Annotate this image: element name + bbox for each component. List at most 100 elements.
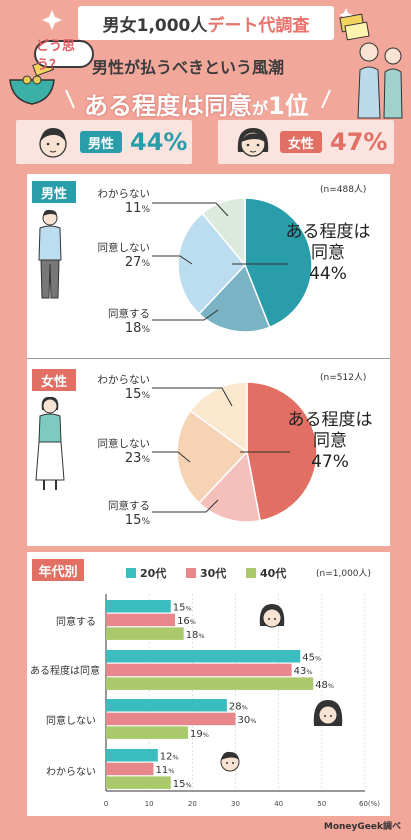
bar	[106, 600, 171, 613]
title-accent: デート代調査	[207, 15, 310, 36]
leader-line	[152, 255, 193, 265]
leader-line	[152, 451, 191, 463]
male-pie-slice	[177, 212, 246, 315]
value: 15	[124, 513, 142, 528]
bar	[106, 613, 176, 627]
pie-leader-lines	[152, 202, 290, 513]
value: 27	[124, 255, 142, 270]
bar	[106, 749, 158, 762]
male-figure-illustration	[38, 209, 62, 299]
female-label-main: ある程度は 同意 47%	[287, 410, 373, 472]
value: 23	[124, 451, 142, 466]
female-pill: 女性	[280, 131, 323, 153]
label-text: 同意しない	[97, 438, 151, 450]
x-tick-label: 60(%)	[359, 800, 380, 808]
female-label-disagree: 同意しない 23%	[82, 436, 151, 466]
female-pie-slice	[189, 381, 248, 454]
female-percent: 47%	[330, 128, 388, 156]
value: 15	[124, 387, 142, 402]
legend-20s: 20代	[126, 565, 166, 581]
result-particle: が	[252, 99, 269, 118]
bar	[106, 776, 171, 789]
money-icon	[339, 13, 370, 41]
sparkle-icon	[42, 8, 353, 30]
male-pie-chart	[177, 197, 313, 333]
male-face-icon	[220, 751, 240, 772]
x-tick-label: 20	[188, 800, 197, 808]
x-tick-label: 50	[317, 800, 326, 808]
result-main: ある程度は同意	[84, 92, 252, 120]
male-pie-slice	[198, 263, 271, 333]
age-tag: 年代別	[32, 559, 84, 581]
leader-line	[152, 499, 219, 513]
bar-value-label: 11%	[155, 765, 174, 776]
header-illustration	[9, 8, 403, 119]
page-title: 男女1,000人 デート代調査	[78, 6, 334, 40]
male-pill: 男性	[80, 131, 123, 153]
x-tick-label: 0	[104, 800, 108, 808]
male-label-main: ある程度は 同意 44%	[285, 222, 371, 284]
male-label-agree: 同意する 18%	[82, 306, 150, 336]
legend-label: 30代	[200, 567, 227, 580]
legend-label: 20代	[140, 567, 167, 580]
legend-label: 40代	[260, 567, 287, 580]
leader-line	[152, 309, 219, 321]
male-percent: 44%	[130, 128, 188, 156]
bar	[106, 627, 184, 640]
legend-30s: 30代	[186, 565, 226, 581]
label-text: わからない	[97, 374, 151, 386]
label-text: わからない	[97, 188, 151, 200]
category-label: わからない	[46, 767, 96, 778]
female-label-agree: 同意する 15%	[82, 498, 150, 528]
x-tick-label: 30	[231, 800, 240, 808]
value: 18	[124, 321, 142, 336]
bar-value-label: 28%	[229, 702, 248, 713]
bar-value-label: 15%	[173, 603, 192, 614]
bar-value-label: 16%	[177, 616, 196, 627]
subtitle: 男性が払うべきという風潮	[92, 58, 285, 77]
value: 11	[124, 201, 142, 216]
bar-value-label: 18%	[186, 630, 205, 641]
male-face-icon	[39, 128, 67, 158]
male-label-unknown: わからない 11%	[82, 186, 151, 216]
bar	[106, 663, 292, 677]
female-pie-chart	[176, 381, 318, 523]
bar	[106, 726, 189, 739]
leader-line	[152, 202, 229, 217]
source-credit: MoneyGeek調べ	[323, 822, 401, 832]
female-pie-slice	[198, 450, 261, 523]
female-n: (n=512人)	[320, 373, 367, 383]
label-text: 同意しない	[97, 242, 151, 254]
bar	[106, 650, 301, 663]
male-tag: 男性	[32, 181, 76, 203]
panel-divider	[27, 358, 390, 359]
x-tick-label: 40	[274, 800, 283, 808]
female-face-icon	[237, 128, 269, 157]
male-pie-slice	[201, 197, 246, 268]
title-prefix: 男女1,000人	[102, 15, 208, 36]
value: 47	[311, 452, 333, 472]
bar-value-label: 43%	[294, 666, 313, 677]
male-summary: 男性 44%	[16, 120, 192, 164]
female-face-icon	[313, 700, 343, 726]
bar-marks: 15% 16% 18% 45% 43%48% 28% 30% 19% 12% 11% 15%	[106, 600, 334, 790]
result-rank: 1位	[268, 92, 309, 120]
female-tag: 女性	[32, 369, 76, 391]
label-text: 同意する	[108, 308, 150, 320]
bar-value-label: 19%	[190, 729, 209, 740]
bar-value-label: 15%	[173, 779, 192, 790]
label-text: 同意する	[108, 500, 150, 512]
value: 44	[309, 264, 331, 284]
category-label: 同意しない	[46, 716, 96, 727]
female-summary: 女性 47%	[218, 120, 394, 164]
couple-illustration	[357, 42, 403, 119]
swatch	[126, 568, 136, 578]
bar	[106, 762, 154, 776]
leader-line	[152, 387, 233, 407]
bar	[106, 699, 227, 712]
category-label: 同意する	[56, 617, 96, 628]
bar-value-label: 30%	[238, 715, 257, 726]
bar	[106, 677, 314, 690]
